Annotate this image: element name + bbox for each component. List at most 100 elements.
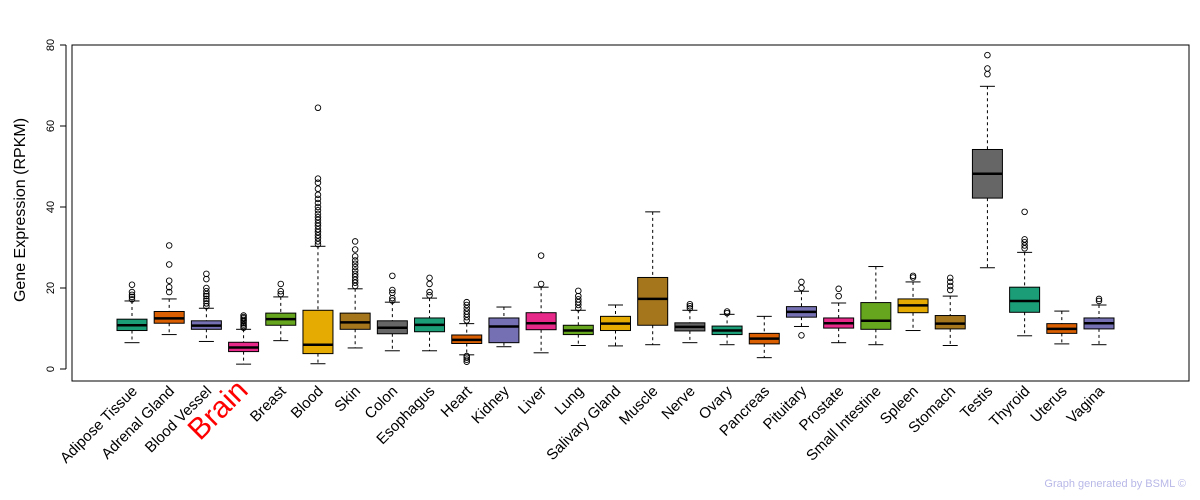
y-axis-label: Gene Expression (RPKM)	[12, 118, 29, 302]
box-series	[116, 51, 1115, 365]
outlier-point	[165, 261, 173, 268]
outlier-point	[463, 352, 470, 360]
outlier-point	[984, 51, 991, 59]
outlier-point	[314, 241, 322, 248]
box-body	[525, 312, 557, 331]
outlier-point	[314, 210, 322, 218]
x-tick-label: Kidney	[468, 382, 513, 427]
outlier-point	[314, 216, 322, 224]
y-tick-label: 40	[45, 201, 57, 213]
outlier-point	[537, 280, 545, 288]
outlier-point	[686, 305, 694, 312]
outlier-point	[128, 296, 136, 303]
x-tick-label: Skin	[331, 383, 364, 416]
outlier-point	[314, 191, 322, 199]
outlier-point	[165, 242, 173, 249]
outlier-point	[1021, 238, 1028, 246]
outlier-point	[426, 288, 433, 296]
x-tick-label: Blood	[288, 383, 327, 422]
box-salivary-gland	[600, 304, 631, 347]
outlier-point	[389, 297, 396, 304]
outlier-point	[426, 280, 433, 288]
box-prostate	[823, 285, 855, 344]
outlier-point	[463, 305, 470, 312]
outlier-point	[128, 291, 136, 299]
outlier-point	[1021, 242, 1028, 249]
outlier-point	[463, 298, 470, 306]
outlier-point	[835, 292, 842, 300]
x-tick-label: Thyroid	[986, 383, 1033, 430]
outlier-point	[351, 267, 359, 274]
outlier-point	[351, 273, 359, 280]
box-vagina	[1083, 295, 1115, 346]
outlier-point	[1021, 236, 1028, 243]
y-tick-label: 20	[45, 282, 57, 294]
outlier-point	[128, 293, 136, 301]
y-axis: 0 20 40 60 80	[45, 39, 67, 372]
outlier-point	[351, 263, 359, 271]
outlier-point	[314, 199, 322, 207]
outlier-point	[314, 203, 322, 211]
outlier-point	[351, 238, 359, 245]
box-pancreas	[748, 315, 780, 359]
box-small-intestine	[860, 266, 892, 346]
outlier-point	[946, 278, 954, 286]
outlier-point	[314, 238, 322, 245]
outlier-point	[165, 277, 173, 284]
outlier-point	[946, 274, 954, 282]
box-adipose-tissue	[116, 281, 148, 344]
box-heart	[451, 298, 483, 365]
outlier-point	[686, 302, 694, 310]
outlier-point	[314, 175, 322, 182]
outlier-point	[575, 305, 582, 312]
credit-text: Graph generated by BSML ©	[1044, 478, 1186, 490]
outlier-point	[314, 206, 322, 214]
box-body	[302, 309, 334, 355]
x-tick-label: Liver	[515, 383, 550, 418]
box-liver	[525, 252, 557, 354]
outlier-point	[946, 286, 954, 294]
box-muscle	[637, 211, 669, 346]
outlier-point	[128, 288, 136, 296]
outlier-point	[389, 286, 396, 294]
box-blood-vessel	[190, 270, 222, 342]
outlier-point	[203, 300, 210, 307]
box-testis	[971, 51, 1003, 269]
box-pituitary	[785, 278, 817, 339]
outlier-point	[537, 252, 545, 259]
outlier-point	[128, 281, 136, 289]
outlier-point	[835, 285, 842, 293]
x-tick-label: Nerve	[658, 383, 698, 423]
box-skin	[339, 238, 371, 349]
outlier-point	[314, 213, 322, 221]
outlier-point	[1095, 295, 1103, 303]
outlier-point	[314, 222, 322, 230]
outlier-point	[165, 283, 173, 291]
outlier-point	[351, 282, 359, 290]
box-esophagus	[414, 274, 446, 352]
box-adrenal-gland	[153, 242, 185, 336]
outlier-point	[575, 298, 582, 306]
outlier-point	[203, 287, 210, 295]
box-body	[637, 276, 669, 326]
box-nerve	[674, 300, 706, 344]
outlier-point	[798, 332, 805, 339]
box-body	[860, 302, 892, 330]
outlier-point	[314, 226, 322, 233]
outlier-point	[351, 246, 359, 253]
outlier-point	[203, 275, 210, 283]
outlier-point	[798, 278, 805, 286]
box-lung	[562, 287, 594, 347]
outlier-point	[351, 260, 359, 267]
outlier-point	[351, 270, 359, 278]
outlier-point	[240, 312, 247, 319]
box-colon	[376, 272, 408, 352]
outlier-point	[314, 219, 322, 227]
y-tick-label: 0	[45, 366, 57, 372]
outlier-point	[203, 270, 210, 278]
outlier-point	[1021, 208, 1028, 216]
outlier-point	[203, 290, 210, 298]
outlier-point	[203, 292, 210, 300]
